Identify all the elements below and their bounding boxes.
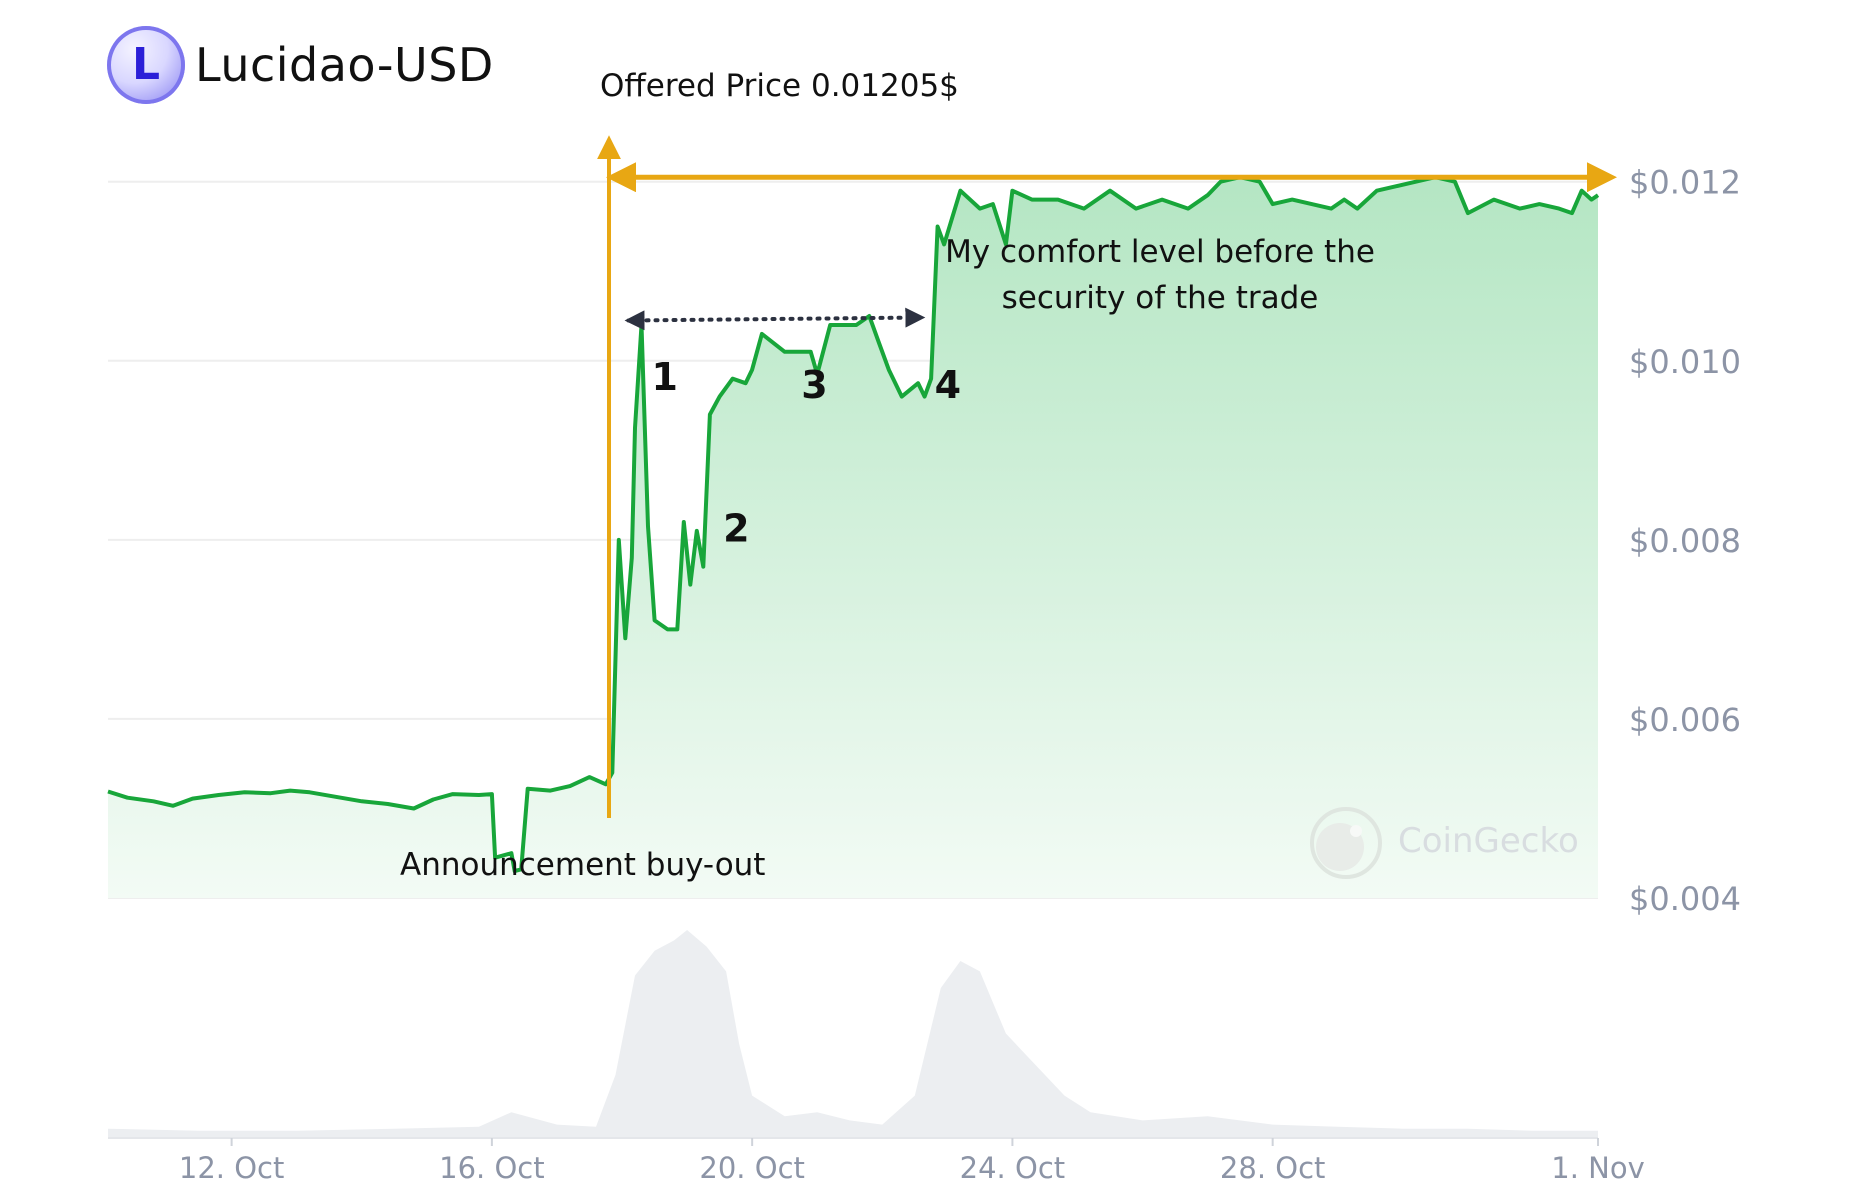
x-tick-label: 24. Oct: [960, 1151, 1065, 1185]
volume-area: [108, 930, 1598, 1137]
lucidao-logo-icon: L: [107, 26, 185, 104]
marker-label-4: 4: [935, 363, 961, 407]
price-area-fill: [108, 177, 1598, 898]
chart-header: L Lucidao-USD: [107, 22, 494, 108]
x-tick-label: 28. Oct: [1220, 1151, 1325, 1185]
annotations: Offered Price 0.01205$ Announcement buy-o…: [400, 68, 1617, 883]
y-tick-label: $0.004: [1629, 880, 1741, 918]
y-axis: $0.012 $0.010 $0.008 $0.006 $0.004: [1629, 164, 1741, 918]
announcement-label: Announcement buy-out: [400, 847, 765, 883]
comfort-label-line1: My comfort level before the: [945, 234, 1375, 270]
price-series-line: [107, 175, 1600, 874]
gecko-icon: [1310, 807, 1382, 879]
x-tick-label: 12. Oct: [179, 1151, 284, 1185]
marker-label-2: 2: [723, 506, 749, 550]
offered-price-label: Offered Price 0.01205$: [600, 68, 959, 104]
x-tick-label: 1. Nov: [1551, 1151, 1645, 1185]
y-tick-label: $0.012: [1629, 164, 1741, 202]
comfort-level-arrow: [624, 307, 926, 331]
logo-letter: L: [131, 39, 161, 90]
chart-title: Lucidao-USD: [195, 38, 494, 92]
comfort-label-line2: security of the trade: [1002, 280, 1319, 316]
x-axis: 12. Oct 16. Oct 20. Oct 24. Oct 28. Oct 1. No…: [179, 1138, 1645, 1185]
x-tick-label: 20. Oct: [699, 1151, 804, 1185]
y-tick-label: $0.006: [1629, 701, 1741, 739]
price-line: [107, 175, 1600, 874]
x-tick-label: 16. Oct: [439, 1151, 544, 1185]
marker-label-3: 3: [801, 363, 827, 407]
price-area: [108, 177, 1598, 898]
volume-shape: [108, 930, 1598, 1137]
y-tick-label: $0.008: [1629, 522, 1741, 560]
marker-label-1: 1: [652, 355, 678, 399]
watermark-label: CoinGecko: [1398, 821, 1579, 861]
y-tick-label: $0.010: [1629, 343, 1741, 381]
coingecko-watermark: CoinGecko: [1310, 807, 1579, 879]
